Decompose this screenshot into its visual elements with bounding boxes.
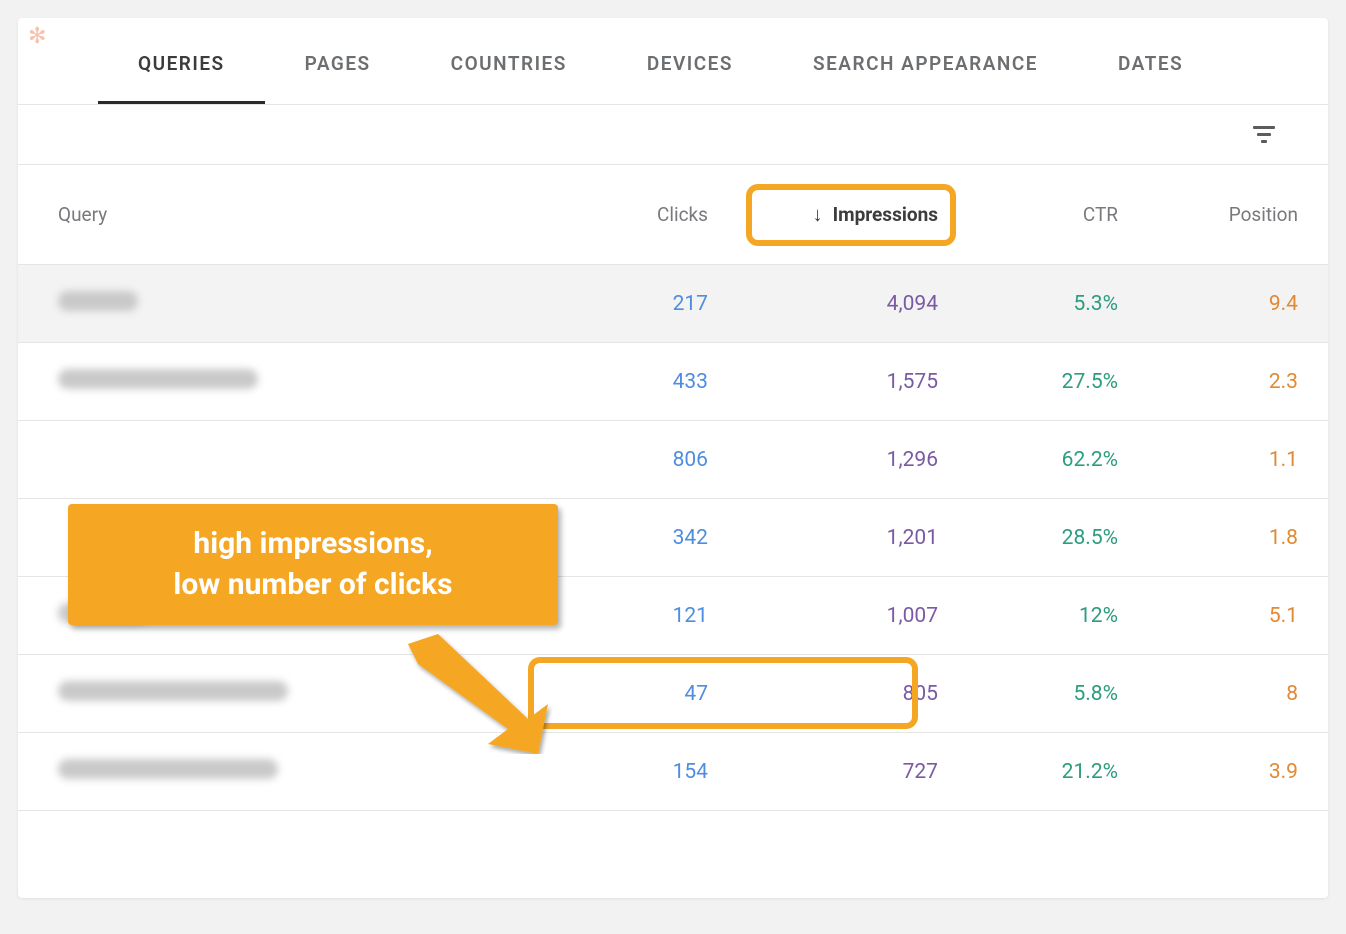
ctr-cell: 5.3%: [938, 292, 1118, 316]
query-cell: [58, 291, 518, 317]
clicks-cell: 806: [518, 448, 708, 472]
position-cell: 1.8: [1118, 526, 1298, 550]
query-cell: [58, 369, 518, 395]
impressions-cell: 805: [708, 682, 938, 706]
col-header-clicks[interactable]: Clicks: [518, 203, 708, 226]
impressions-cell: 1,575: [708, 370, 938, 394]
analytics-panel: ✻ QUERIES PAGES COUNTRIES DEVICES SEARCH…: [18, 18, 1328, 898]
col-header-query[interactable]: Query: [58, 203, 518, 226]
filter-icon[interactable]: [1250, 121, 1278, 149]
ctr-cell: 21.2%: [938, 760, 1118, 784]
clicks-cell: 217: [518, 292, 708, 316]
position-cell: 3.9: [1118, 760, 1298, 784]
position-cell: 8: [1118, 682, 1298, 706]
tab-pages[interactable]: PAGES: [265, 18, 411, 104]
tab-dates[interactable]: DATES: [1078, 18, 1223, 104]
ctr-cell: 27.5%: [938, 370, 1118, 394]
ctr-cell: 28.5%: [938, 526, 1118, 550]
table-header: Query Clicks ↓ Impressions CTR Position: [18, 165, 1328, 265]
col-header-impressions-label: Impressions: [833, 203, 938, 226]
annotation-callout: high impressions, low number of clicks: [68, 504, 558, 625]
toolbar: [18, 105, 1328, 165]
col-header-position[interactable]: Position: [1118, 203, 1298, 226]
col-header-ctr[interactable]: CTR: [938, 203, 1118, 226]
query-cell: [58, 759, 518, 785]
impressions-cell: 1,201: [708, 526, 938, 550]
impressions-cell: 4,094: [708, 292, 938, 316]
callout-line-2: low number of clicks: [96, 565, 530, 606]
impressions-cell: 1,296: [708, 448, 938, 472]
col-header-impressions[interactable]: ↓ Impressions: [708, 203, 938, 227]
table-row[interactable]: 47 805 5.8% 8: [18, 655, 1328, 733]
clicks-cell: 433: [518, 370, 708, 394]
ctr-cell: 5.8%: [938, 682, 1118, 706]
clicks-cell: 154: [518, 760, 708, 784]
table-row[interactable]: 806 1,296 62.2% 1.1: [18, 421, 1328, 499]
tab-countries[interactable]: COUNTRIES: [411, 18, 607, 104]
position-cell: 5.1: [1118, 604, 1298, 628]
impressions-cell: 727: [708, 760, 938, 784]
position-cell: 2.3: [1118, 370, 1298, 394]
table-row[interactable]: 154 727 21.2% 3.9: [18, 733, 1328, 811]
sort-desc-icon: ↓: [813, 204, 823, 224]
position-cell: 9.4: [1118, 292, 1298, 316]
callout-line-1: high impressions,: [96, 524, 530, 565]
tab-search-appearance[interactable]: SEARCH APPEARANCE: [773, 18, 1078, 104]
ctr-cell: 62.2%: [938, 448, 1118, 472]
table-row[interactable]: 217 4,094 5.3% 9.4: [18, 265, 1328, 343]
table-row[interactable]: 433 1,575 27.5% 2.3: [18, 343, 1328, 421]
ctr-cell: 12%: [938, 604, 1118, 628]
position-cell: 1.1: [1118, 448, 1298, 472]
tabs-bar: QUERIES PAGES COUNTRIES DEVICES SEARCH A…: [18, 18, 1328, 105]
tab-queries[interactable]: QUERIES: [98, 18, 265, 104]
tab-devices[interactable]: DEVICES: [607, 18, 773, 104]
impressions-cell: 1,007: [708, 604, 938, 628]
annotation-arrow-icon: [398, 634, 558, 754]
